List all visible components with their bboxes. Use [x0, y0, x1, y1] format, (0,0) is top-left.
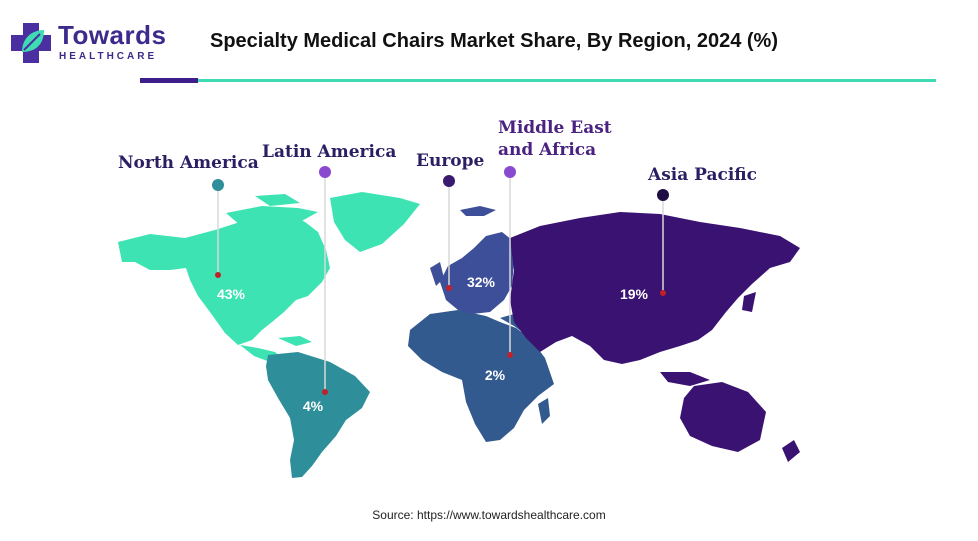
source-note: Source: https://www.towardshealthcare.co… [372, 508, 606, 522]
marker-dot-middle-east-africa [507, 352, 513, 358]
logo-name: Towards [58, 20, 167, 50]
region-shape-asia-pacific [510, 212, 800, 462]
region-label-asia-pacific: Asia Pacific [647, 165, 757, 185]
logo-cross-icon [11, 23, 51, 63]
header-divider-line [198, 79, 936, 82]
region-label-middle-east-africa: Middle East and Africa [498, 118, 612, 160]
label-pin-latin-america [319, 166, 331, 178]
label-pin-north-america [212, 179, 224, 191]
value-label-europe: 32% [467, 274, 496, 290]
label-pin-europe [443, 175, 455, 187]
region-shape-latin-america [266, 352, 370, 478]
value-label-north-america: 43% [217, 286, 246, 302]
label-pin-asia-pacific [657, 189, 669, 201]
region-shape-north-america [118, 192, 420, 362]
marker-dot-europe [446, 285, 452, 291]
region-shape-europe [430, 206, 514, 314]
region-label-north-america: North America [118, 153, 259, 173]
marker-dot-latin-america [322, 389, 328, 395]
marker-dot-north-america [215, 272, 221, 278]
region-label-europe: Europe [416, 151, 484, 171]
value-label-middle-east-africa: 2% [485, 367, 506, 383]
header-accent-bar [140, 78, 198, 83]
region-label-latin-america: Latin America [262, 142, 396, 162]
value-label-asia-pacific: 19% [620, 286, 649, 302]
logo-subtitle: HEALTHCARE [59, 51, 158, 62]
value-label-latin-america: 4% [303, 398, 324, 414]
chart-title: Specialty Medical Chairs Market Share, B… [210, 30, 778, 52]
label-pin-middle-east-africa [504, 166, 516, 178]
logo: Towards HEALTHCARE [8, 20, 178, 66]
marker-dot-asia-pacific [660, 290, 666, 296]
